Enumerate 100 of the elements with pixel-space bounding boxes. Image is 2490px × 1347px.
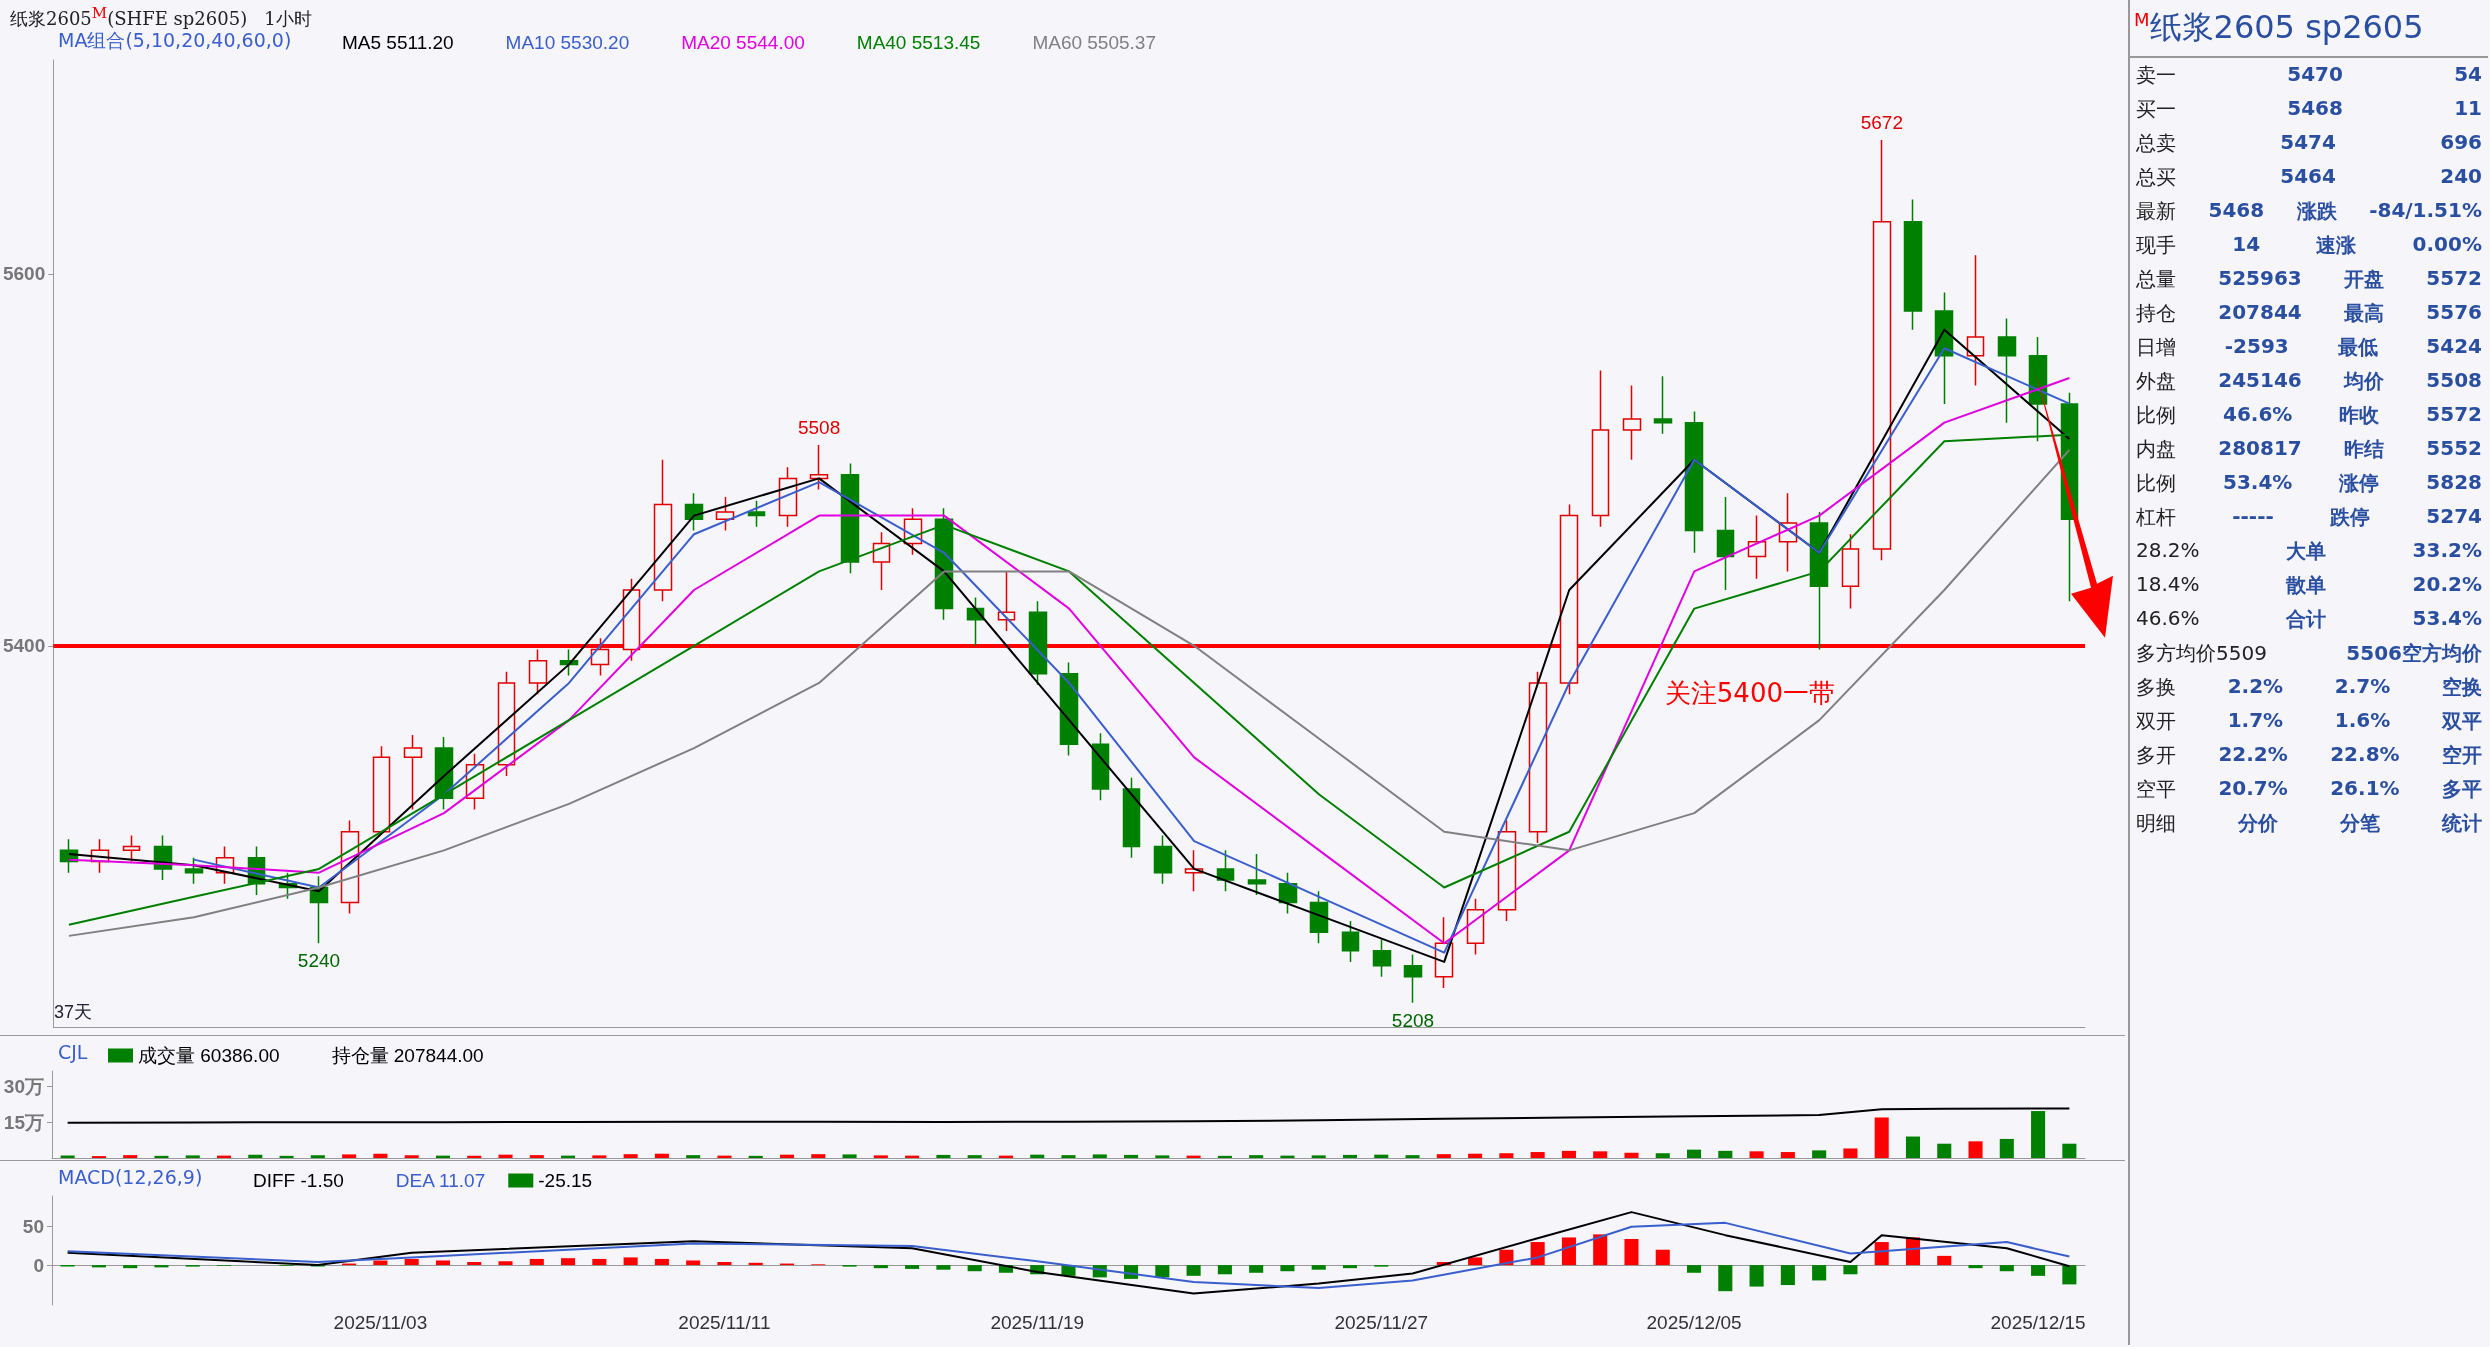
bar <box>1468 1153 1483 1158</box>
text: 明细 分价 分笔 统计 <box>2136 811 2482 835</box>
candlestick <box>1809 511 1829 651</box>
candlestick <box>1528 671 1548 844</box>
bar <box>1092 1154 1107 1158</box>
y-tick-label: 30万 <box>3 1075 44 1097</box>
bar <box>1843 1265 1858 1275</box>
candlestick <box>1622 384 1642 461</box>
bar <box>936 1265 951 1270</box>
bar <box>154 1265 169 1268</box>
bar <box>1061 1155 1076 1158</box>
bar <box>1874 1117 1889 1158</box>
bar <box>1311 1155 1326 1158</box>
legend-title: CJL <box>58 1041 88 1063</box>
y-tick-label: 50 <box>22 1216 44 1238</box>
bar <box>686 1155 701 1158</box>
candlestick <box>1216 849 1235 892</box>
bar <box>1217 1155 1232 1158</box>
bar <box>1655 1249 1670 1266</box>
line-series <box>66 1211 2071 1295</box>
candlestick <box>590 637 610 677</box>
candlestick <box>1341 920 1360 963</box>
text: 杠杆 ----- 跌停 5274 <box>2136 504 2482 529</box>
bar <box>1780 1265 1795 1286</box>
bar <box>1593 1234 1608 1266</box>
bar <box>1624 1152 1639 1158</box>
candlestick <box>403 734 423 811</box>
bar <box>1342 1265 1358 1269</box>
text: 总量 525963 开盘 5572 <box>2136 266 2482 291</box>
text: 日增 -2593 最低 5424 <box>2136 334 2482 359</box>
candlestick <box>1372 938 1392 978</box>
bar <box>1593 1151 1608 1158</box>
text: 双开 1.7% 1.6% 双平 <box>2136 708 2482 733</box>
text: 46.6% 合计 53.4% <box>2136 606 2482 631</box>
candlestick <box>1653 375 1673 435</box>
bar <box>2031 1265 2046 1276</box>
text: 比例 46.6% 昨收 5572 <box>2136 402 2482 427</box>
bar <box>154 1155 169 1158</box>
bar <box>123 1155 138 1158</box>
bar <box>1342 1154 1358 1158</box>
bar <box>1749 1265 1764 1287</box>
line-series <box>66 1107 2071 1124</box>
y-tick-label: 5600 <box>2 263 46 285</box>
bar <box>717 1262 732 1266</box>
bar <box>342 1154 357 1158</box>
bar <box>1905 1136 1921 1158</box>
bar <box>2062 1143 2077 1158</box>
bar <box>1780 1152 1795 1158</box>
candlestick <box>1091 732 1110 801</box>
bar <box>467 1155 482 1158</box>
x-tick-label: 2025/11/03 <box>333 1312 428 1333</box>
candlestick <box>809 444 829 491</box>
bar <box>185 1155 200 1158</box>
bar <box>404 1258 419 1266</box>
text: 比例 53.4% 涨停 5828 <box>2136 470 2482 495</box>
candlestick <box>1028 600 1048 686</box>
bar <box>1655 1153 1670 1158</box>
bar <box>1999 1265 2014 1272</box>
candlestick <box>1309 890 1329 945</box>
bar <box>1249 1265 1264 1273</box>
bar <box>1812 1150 1827 1158</box>
x-tick-label: 2025/12/05 <box>1646 1312 1742 1333</box>
bar <box>1124 1154 1139 1158</box>
text: 买一 5468 11 <box>2136 96 2482 121</box>
bar <box>373 1153 388 1158</box>
bar <box>279 1155 294 1158</box>
candlestick <box>1153 834 1173 885</box>
bar <box>873 1265 888 1269</box>
candlestick <box>1403 953 1423 1004</box>
candlestick <box>372 745 391 833</box>
bar <box>123 1265 138 1269</box>
bar <box>592 1258 607 1266</box>
y-tick-label: 0 <box>33 1254 44 1276</box>
text: DEA 11.07 <box>395 1170 486 1191</box>
bar <box>1155 1265 1170 1278</box>
bar <box>654 1153 669 1158</box>
bar <box>310 1155 325 1158</box>
candlestick <box>184 857 204 885</box>
bar <box>1405 1155 1420 1158</box>
bar <box>1718 1150 1733 1158</box>
bar <box>1561 1237 1576 1266</box>
bar <box>967 1155 982 1158</box>
bar <box>1249 1155 1264 1158</box>
bar <box>1937 1143 1952 1158</box>
candlestick <box>1841 533 1860 610</box>
annotation: 5672 <box>1860 111 1903 133</box>
ref-line-label: 关注5400一带 <box>1664 676 1835 710</box>
bar <box>686 1260 701 1266</box>
bar <box>654 1258 669 1266</box>
candlestick <box>715 496 735 532</box>
bar <box>435 1260 450 1266</box>
bar <box>842 1154 857 1158</box>
text: 现手 14 速涨 0.00% <box>2136 232 2482 257</box>
text: MA10 5530.20 <box>505 32 630 53</box>
bar <box>2031 1111 2046 1158</box>
bar <box>873 1155 888 1158</box>
bar <box>467 1262 482 1266</box>
bar <box>1186 1265 1201 1276</box>
bar <box>1874 1242 1889 1266</box>
text: 卖一 5470 54 <box>2136 62 2482 87</box>
